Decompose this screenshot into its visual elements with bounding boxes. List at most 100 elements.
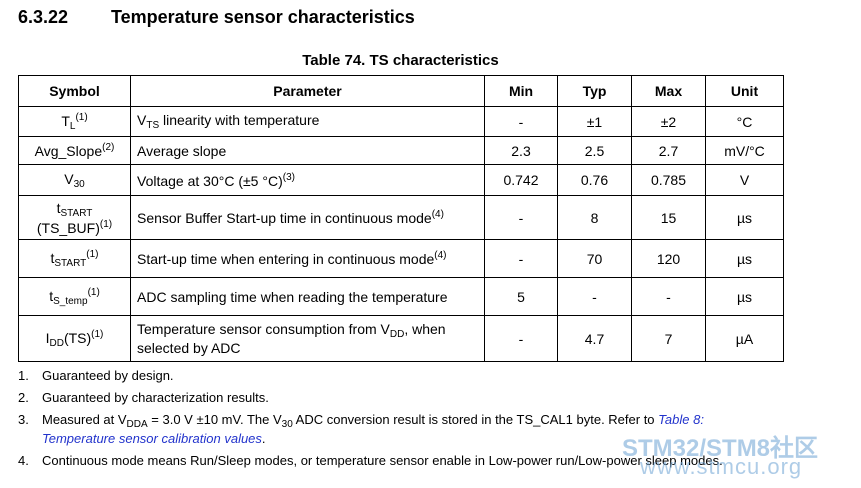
symbol-cell: tSTART(1) [18,239,131,278]
parameter-cell: Sensor Buffer Start-up time in continuou… [130,195,485,240]
cell-line: Voltage at 30°C (±5 °C)(3) [137,172,478,189]
table-row: tS_temp(1) ADC sampling time when reading… [18,277,784,316]
supscript: (2) [102,142,115,153]
footnote: 2. Guaranteed by characterization results… [18,391,768,405]
text-run: (TS) [63,329,92,346]
text-run: V [137,112,147,128]
cell-line: Average slope [137,143,478,159]
text-run: Temperature sensor consumption from V [137,321,390,337]
footnote-text: Guaranteed by design. [42,369,174,383]
cell-line: Avg_Slope(2) [25,142,124,159]
subscript: TS [146,120,160,131]
footnote-number: 2. [18,390,29,405]
max-cell: 15 [631,195,706,240]
subscript: START [60,207,93,219]
cell-line: Start-up time when entering in continuou… [137,250,478,267]
column-header: Unit [705,75,784,107]
text-run: Average slope [137,142,227,159]
min-cell: - [484,195,558,240]
max-cell: 120 [631,239,706,278]
supscript: (1) [87,286,100,298]
cell-line: selected by ADC [137,340,478,356]
text-run: Start-up time when entering in continuou… [137,251,435,267]
table-row: IDD(TS)(1) Temperature sensor consumption… [18,315,784,362]
parameter-cell: Average slope [130,136,485,165]
footnote: 1. Guaranteed by design. [18,369,768,383]
text-run: Guaranteed by characterization results. [42,390,269,405]
column-header: Symbol [18,75,131,107]
table-row: tSTART(1) Start-up time when entering in … [18,239,784,278]
cell-line: Sensor Buffer Start-up time in continuou… [137,209,478,226]
cell-line: VTS linearity with temperature [137,112,478,131]
symbol-cell: Avg_Slope(2) [18,136,131,165]
typ-cell: 70 [557,239,632,278]
min-cell: - [484,315,558,362]
max-cell: ±2 [631,106,706,137]
text-run: = 3.0 V ±10 mV. The V [147,412,282,427]
text-run: Sensor Buffer Start-up time in continuou… [137,210,432,226]
supscript: (1) [75,111,88,123]
min-cell: 0.742 [484,164,558,196]
text-run: t [50,249,55,266]
footnote-text: Measured at VDDA = 3.0 V ±10 mV. The V30… [42,413,768,446]
ts-table: Symbol Parameter Min Typ Max Unit TL(1) VTS li… [18,75,784,362]
subscript: DD [389,329,405,340]
symbol-cell: tS_temp(1) [18,277,131,316]
subscript: 30 [73,178,85,190]
watermark-url: www.stmcu.org [640,454,803,479]
footnote-text: Guaranteed by characterization results. [42,391,269,405]
link[interactable]: Table 8: Temperature sensor calibration … [42,412,704,446]
cell-line: (TS_BUF)(1) [25,219,124,236]
unit-cell: µs [705,239,784,278]
cell-line: V30 [25,171,124,190]
cell-line: tSTART(1) [25,249,124,269]
symbol-cell: V30 [18,164,131,196]
footnotes: 1. Guaranteed by design. 2. Guaranteed by c… [18,369,768,476]
text-run: I [45,329,50,346]
typ-cell: 2.5 [557,136,632,165]
footnote: 3. Measured at VDDA = 3.0 V ±10 mV. The V… [18,413,768,446]
typ-cell: 0.76 [557,164,632,196]
footnote-text: Continuous mode means Run/Sleep modes, o… [42,454,723,468]
column-header: Max [631,75,706,107]
section-title: Temperature sensor characteristics [111,7,415,27]
text-run: linearity with temperature [159,112,320,128]
text-run: Avg_Slope [34,143,103,159]
subscript: DDA [126,419,148,430]
cell-line: ADC sampling time when reading the tempe… [137,289,478,305]
supscript: (1) [99,218,113,230]
footnote-number: 3. [18,412,29,427]
min-cell: 2.3 [484,136,558,165]
supscript: (3) [282,171,295,183]
cell-line: tS_temp(1) [25,287,124,307]
text-run: ADC sampling time when reading the tempe… [137,288,448,305]
table-caption: Table 74. TS characteristics [302,52,499,69]
section-heading: 6.3.22 Temperature sensor characteristics [18,7,415,28]
subscript: DD [49,337,64,349]
column-header: Min [484,75,558,107]
parameter-cell: ADC sampling time when reading the tempe… [130,277,485,316]
parameter-cell: Temperature sensor consumption from VDD,… [130,315,485,362]
table-row: Avg_Slope(2) Average slope 2.3 2.5 2.7 mV/°C [18,136,784,165]
typ-cell: ±1 [557,106,632,137]
text-run: Voltage at 30°C (±5 °C) [137,172,283,189]
footnote: 4. Continuous mode means Run/Sleep modes,… [18,454,768,468]
column-header: Parameter [130,75,485,107]
text-run: , when [404,321,446,337]
min-cell: - [484,239,558,278]
text-run: Measured at V [42,412,127,427]
unit-cell: µs [705,277,784,316]
table-row: TL(1) VTS linearity with temperature - ±1 ±2… [18,106,784,137]
footnote-number: 4. [18,453,29,468]
parameter-cell: Voltage at 30°C (±5 °C)(3) [130,164,485,196]
max-cell: 0.785 [631,164,706,196]
typ-cell: 8 [557,195,632,240]
unit-cell: °C [705,106,784,137]
text-run: selected by ADC [137,340,241,356]
text-run: V [64,170,74,187]
unit-cell: µA [705,315,784,362]
supscript: (1) [86,248,99,260]
symbol-cell: IDD(TS)(1) [18,315,131,362]
symbol-cell: tSTART (TS_BUF)(1) [18,195,131,240]
min-cell: - [484,106,558,137]
